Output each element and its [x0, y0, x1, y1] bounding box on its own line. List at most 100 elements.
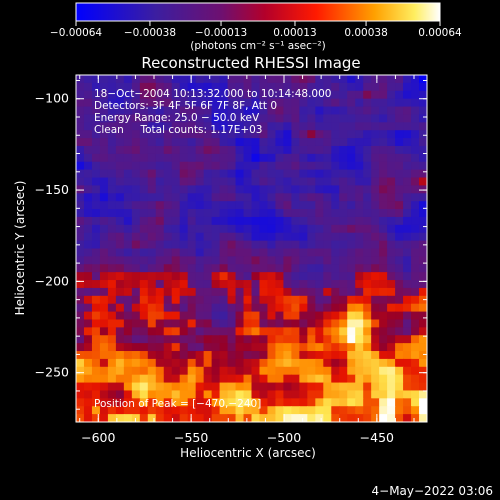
heatmap-cell — [299, 374, 308, 384]
heatmap-cell — [387, 343, 396, 352]
heatmap-cell — [379, 90, 388, 100]
heatmap-cell — [203, 224, 213, 234]
heatmap-cell — [291, 177, 300, 187]
heatmap-cell — [251, 153, 261, 163]
y-tick-label: −250 — [35, 365, 69, 380]
heatmap-cell — [123, 209, 133, 218]
heatmap-cell — [283, 130, 292, 139]
heatmap-cell — [76, 145, 85, 155]
heatmap-cell — [251, 169, 261, 179]
heatmap-cell — [259, 358, 269, 368]
heatmap-cell — [307, 114, 316, 123]
heatmap-cell — [323, 264, 332, 273]
heatmap-cell — [347, 224, 356, 234]
heatmap-cell — [235, 311, 245, 321]
heatmap-cell — [363, 193, 372, 202]
heatmap-cell — [171, 75, 181, 84]
heatmap-cell — [291, 75, 300, 84]
heatmap-cell — [83, 75, 93, 84]
heatmap-cell — [411, 327, 420, 336]
heatmap-cell — [179, 201, 189, 210]
heatmap-cell — [131, 106, 141, 116]
heatmap-cell — [219, 75, 229, 84]
heatmap-cell — [363, 122, 372, 131]
heatmap-cell — [283, 185, 292, 194]
heatmap-cell — [219, 264, 229, 273]
heatmap-cell — [355, 98, 364, 108]
heatmap-cell — [419, 161, 427, 171]
heatmap-cell — [131, 153, 141, 163]
heatmap-cell — [155, 414, 165, 422]
heatmap-cell — [411, 311, 420, 321]
heatmap-cell — [155, 374, 165, 384]
heatmap-cell — [219, 138, 229, 147]
heatmap-cell — [371, 240, 380, 250]
heatmap-cell — [123, 138, 133, 147]
heatmap-cell — [195, 169, 205, 179]
heatmap-cell — [411, 256, 420, 265]
heatmap-cell — [283, 382, 292, 392]
heatmap-cell — [227, 153, 237, 163]
heatmap-cell — [195, 185, 205, 194]
heatmap-cell — [395, 303, 404, 313]
heatmap-cell — [195, 335, 205, 344]
heatmap-cell — [115, 406, 125, 415]
heatmap-cell — [299, 280, 308, 289]
heatmap-cell — [83, 248, 93, 257]
heatmap-cell — [107, 287, 117, 297]
heatmap-cell — [91, 287, 101, 297]
heatmap-cell — [235, 366, 245, 376]
heatmap-cell — [227, 216, 237, 226]
heatmap-cell — [291, 256, 300, 265]
heatmap-cell — [387, 185, 396, 194]
heatmap-cell — [323, 216, 332, 226]
heatmap-cell — [219, 130, 229, 139]
heatmap-cell — [131, 319, 141, 328]
heatmap-cell — [419, 145, 427, 155]
heatmap-cell — [76, 138, 85, 147]
heatmap-cell — [195, 224, 205, 234]
heatmap-cell — [275, 287, 285, 297]
heatmap-cell — [203, 209, 213, 218]
heatmap-cell — [283, 311, 292, 321]
heatmap-cell — [131, 240, 141, 250]
heatmap-cell — [107, 130, 117, 139]
heatmap-cell — [251, 145, 261, 155]
heatmap-cell — [299, 90, 308, 100]
heatmap-cell — [315, 232, 324, 242]
heatmap-cell — [147, 256, 157, 265]
heatmap-cell — [299, 343, 308, 352]
heatmap-cell — [323, 374, 332, 384]
heatmap-cell — [171, 319, 181, 328]
heatmap-cell — [91, 374, 101, 384]
heatmap-cell — [219, 287, 229, 297]
heatmap-cell — [227, 374, 237, 384]
heatmap-cell — [235, 335, 245, 344]
heatmap-cell — [347, 319, 356, 328]
heatmap-cell — [131, 98, 141, 108]
heatmap-cell — [139, 153, 149, 163]
heatmap-cell — [339, 169, 348, 179]
heatmap-cell — [307, 138, 316, 147]
heatmap-cell — [243, 287, 253, 297]
heatmap-cell — [243, 343, 253, 352]
heatmap-cell — [355, 75, 364, 84]
heatmap-cell — [203, 122, 213, 131]
heatmap-cell — [355, 224, 364, 234]
heatmap-cell — [91, 343, 101, 352]
heatmap-cell — [323, 122, 332, 131]
heatmap-cell — [315, 248, 324, 257]
colorbar: −0.00064 −0.00038 −0.00013 0.00013 0.00038 0.… — [50, 2, 462, 52]
heatmap-cell — [243, 382, 253, 392]
heatmap-cell — [363, 303, 372, 313]
heatmap-cell — [155, 343, 165, 352]
heatmap-cell — [187, 280, 197, 289]
heatmap-cell — [403, 256, 412, 265]
heatmap-cell — [331, 130, 340, 139]
heatmap-cell — [155, 98, 165, 108]
heatmap-cell — [307, 130, 316, 139]
heatmap-cell — [259, 351, 269, 360]
heatmap-cell — [107, 358, 117, 368]
heatmap-cell — [283, 201, 292, 210]
heatmap-cell — [227, 280, 237, 289]
